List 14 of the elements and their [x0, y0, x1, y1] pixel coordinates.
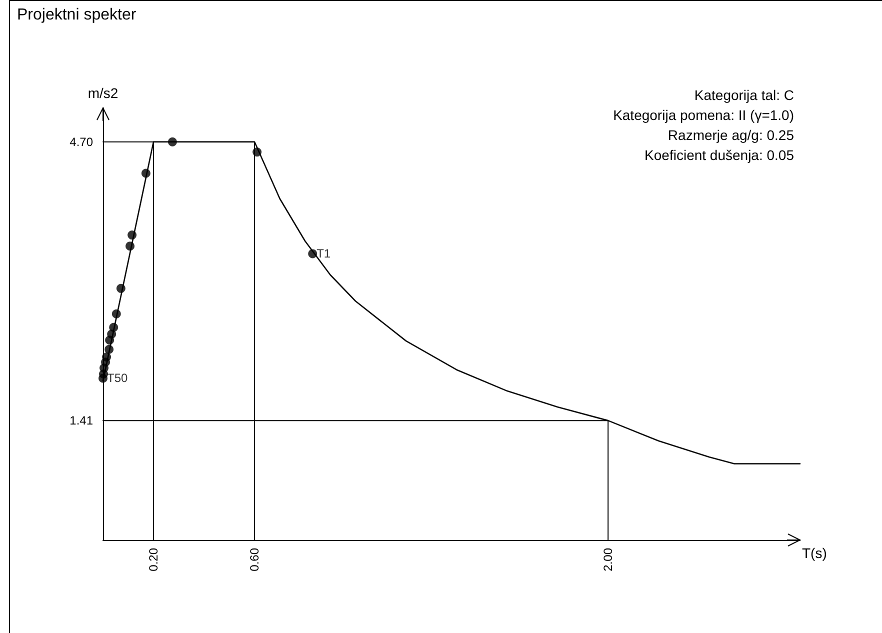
chart-title: Projektni spekter — [17, 6, 137, 24]
x-axis-title: T(s) — [802, 545, 827, 561]
annotation: T1 — [316, 246, 331, 261]
x-tick-label: 0.20 — [146, 548, 161, 572]
y-tick-label: 4.70 — [70, 134, 94, 149]
annotation: Razmerje ag/g: 0.25 — [668, 127, 794, 143]
annotation: T50 — [107, 371, 128, 386]
x-tick-label: 0.60 — [248, 548, 262, 572]
annotation: Koeficient dušenja: 0.05 — [644, 147, 794, 163]
text: Kategorija tal: C — [694, 87, 794, 103]
y-axis-title: m/s2 — [88, 85, 118, 101]
y-tick-label: 1.41 — [70, 414, 94, 428]
x-tick-label: 2.00 — [601, 548, 616, 572]
annotation: Kategorija pomena: II (γ=1.0) — [613, 107, 794, 123]
